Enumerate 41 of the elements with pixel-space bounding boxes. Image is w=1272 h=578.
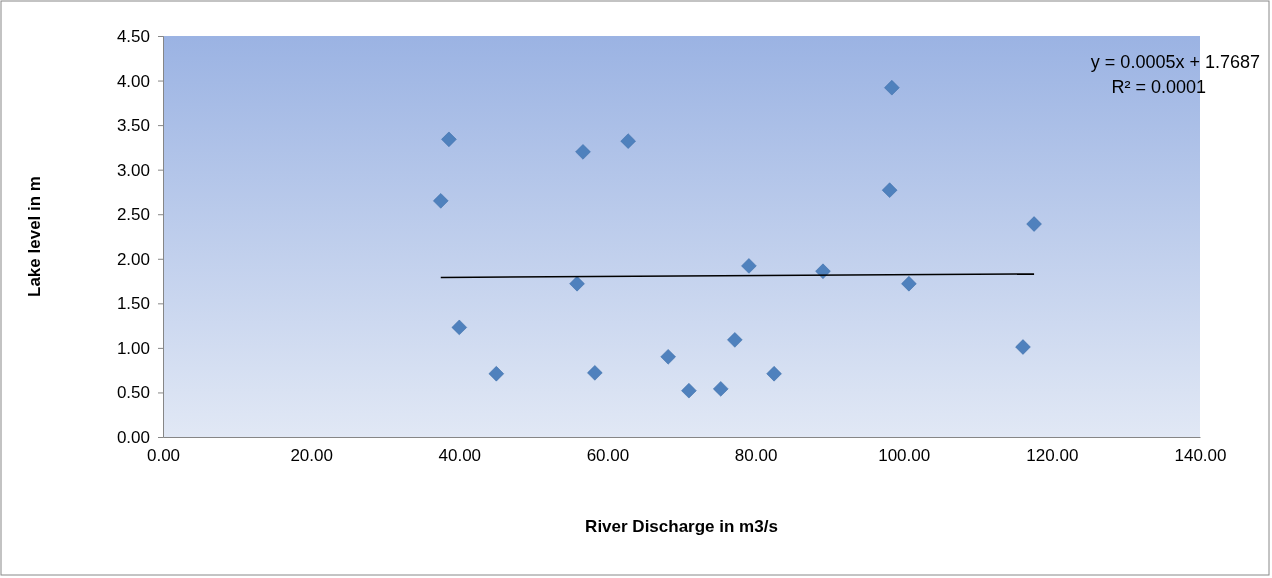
y-axis-title: Lake level in m	[25, 176, 44, 297]
y-tick-label: 1.50	[116, 294, 150, 314]
x-tick-label: 120.00	[1026, 446, 1079, 466]
point	[620, 133, 636, 149]
point	[681, 383, 697, 399]
annotation: R² = 0.0001	[1111, 77, 1206, 97]
point	[575, 144, 591, 160]
point	[1026, 216, 1042, 232]
x-axis-title: River Discharge in m3/s	[585, 517, 778, 536]
y-tick-label: 3.50	[116, 116, 150, 136]
point	[727, 332, 743, 348]
point	[569, 276, 585, 292]
point	[451, 319, 467, 336]
x-tick-label: 40.00	[438, 446, 482, 466]
point	[1015, 339, 1031, 355]
y-tick-label: 2.00	[116, 249, 150, 269]
annotation: y = 0.0005x + 1.7687	[1090, 52, 1260, 72]
point	[741, 258, 757, 274]
y-tick-label: 4.50	[116, 26, 150, 46]
point	[660, 349, 676, 365]
point	[881, 182, 898, 198]
point	[713, 381, 729, 397]
point	[433, 193, 449, 209]
x-tick-label: 20.00	[290, 446, 333, 466]
y-tick-label: 0.00	[116, 427, 150, 447]
x-tick-label: 0.00	[146, 446, 181, 466]
y-tick-label: 2.50	[116, 205, 150, 225]
point	[441, 131, 457, 148]
x-tick-label: 60.00	[586, 446, 630, 466]
point	[587, 365, 603, 381]
y-tick-label: 1.00	[116, 338, 150, 358]
x-tick-label: 80.00	[734, 446, 778, 466]
point	[901, 276, 917, 292]
y-tick-label: 3.00	[116, 160, 150, 180]
x-tick-label: 140.00	[1174, 446, 1227, 466]
y-tick-label: 4.00	[116, 71, 150, 91]
point	[488, 366, 504, 382]
point	[884, 80, 900, 96]
y-tick-label: 0.50	[116, 383, 150, 403]
x-tick-label: 100.00	[878, 446, 931, 466]
point	[766, 366, 782, 382]
